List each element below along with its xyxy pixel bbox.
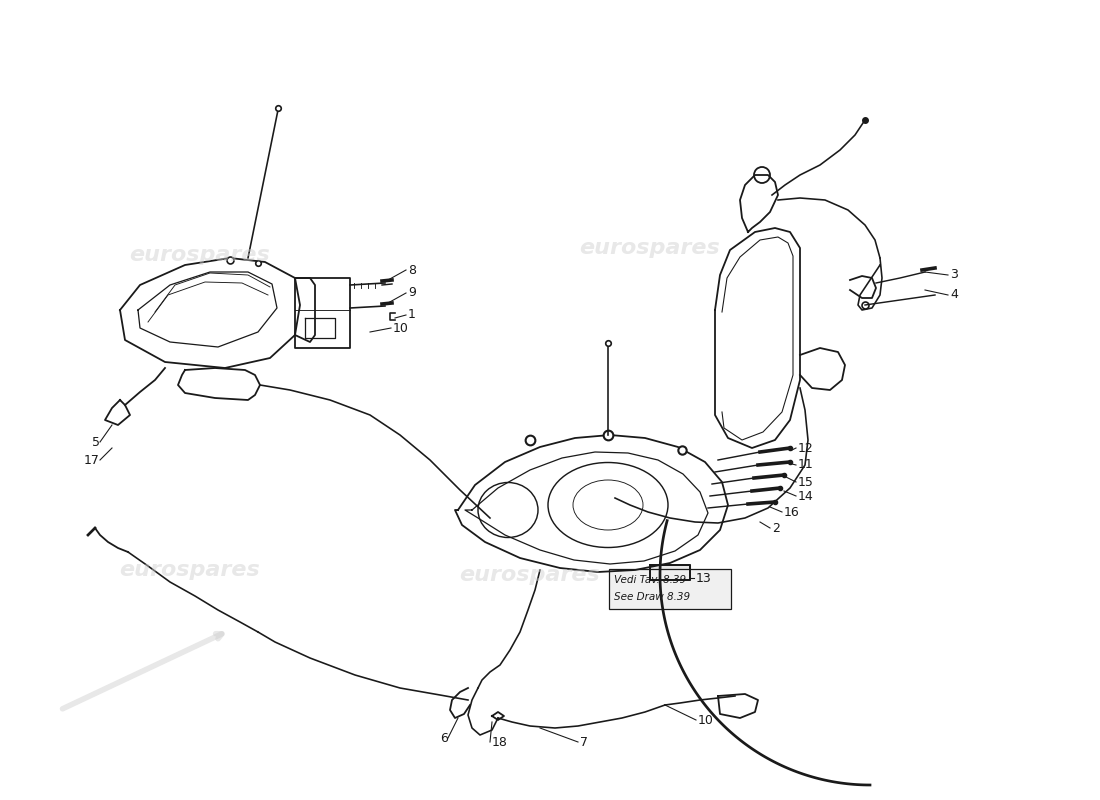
Text: 8: 8 <box>408 263 416 277</box>
Text: See Draw 8.39: See Draw 8.39 <box>614 592 690 602</box>
Text: 13: 13 <box>696 571 712 585</box>
Text: 6: 6 <box>440 731 448 745</box>
Text: 14: 14 <box>798 490 814 502</box>
Text: 1: 1 <box>408 309 416 322</box>
Text: 5: 5 <box>92 435 100 449</box>
Text: eurospares: eurospares <box>120 560 261 580</box>
Text: 10: 10 <box>698 714 714 726</box>
Text: 15: 15 <box>798 475 814 489</box>
Text: 11: 11 <box>798 458 814 471</box>
Text: Vedi Tav. 8.39: Vedi Tav. 8.39 <box>614 575 686 585</box>
Text: 4: 4 <box>950 289 958 302</box>
Polygon shape <box>650 565 690 580</box>
Text: eurospares: eurospares <box>460 565 601 585</box>
Text: eurospares: eurospares <box>580 238 720 258</box>
Text: 17: 17 <box>84 454 100 466</box>
Text: eurospares: eurospares <box>130 245 271 265</box>
Text: 10: 10 <box>393 322 409 334</box>
FancyBboxPatch shape <box>609 569 732 609</box>
Text: 18: 18 <box>492 735 508 749</box>
Text: 7: 7 <box>580 735 588 749</box>
Text: 2: 2 <box>772 522 780 534</box>
Text: 16: 16 <box>784 506 800 518</box>
Text: 9: 9 <box>408 286 416 299</box>
Text: 3: 3 <box>950 269 958 282</box>
Text: 12: 12 <box>798 442 814 454</box>
